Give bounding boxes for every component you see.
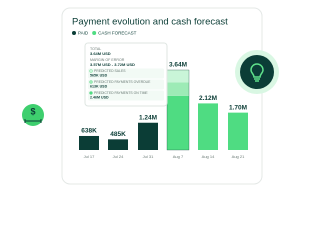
legend-label: PAID	[78, 30, 89, 35]
dollar-glyph: $	[30, 106, 35, 116]
tooltip-swatch	[89, 91, 93, 95]
value-label: 1.70M	[229, 104, 247, 111]
tooltip-margin-label: MARGIN OF ERROR	[90, 58, 125, 62]
tooltip-total-label: TOTAL	[90, 47, 101, 51]
tooltip-item-label: PREDICTED SALES	[94, 69, 126, 73]
chart: Payment evolution and cash forecast TOTA…	[22, 7, 279, 185]
value-label: 2.12M	[199, 95, 217, 102]
bar-segment	[167, 82, 189, 96]
x-tick-label: Aug 14	[202, 154, 215, 159]
bulb-icon	[240, 55, 274, 89]
legend-label: CASH FORECAST	[98, 30, 137, 35]
tooltip-swatch	[89, 80, 93, 84]
value-label: 3.64M	[169, 62, 187, 69]
bar	[108, 139, 128, 150]
value-label: 638K	[81, 128, 97, 135]
tooltip-margin: 3.57M USD - 3.72M USD	[90, 62, 135, 67]
x-tick-label: Jul 17	[84, 154, 95, 159]
bar	[228, 112, 248, 150]
chart-title: Payment evolution and cash forecast	[72, 17, 228, 28]
bar-segment	[167, 95, 189, 150]
tooltip-item-value: 613K USD	[90, 84, 108, 88]
x-tick-label: Aug 7	[173, 154, 184, 159]
bulb-glyph	[250, 63, 264, 82]
tooltip-total: 3.64M USD	[90, 51, 111, 56]
tooltip-item-value: 2.46M USD	[90, 95, 109, 99]
tooltip-row	[88, 68, 164, 79]
bar-segment	[167, 70, 189, 83]
bar	[198, 103, 218, 150]
legend-swatch	[92, 31, 97, 35]
value-label: 1.24M	[139, 114, 157, 121]
tooltip-swatch	[89, 69, 93, 73]
x-tick-label: Aug 21	[232, 154, 245, 159]
legend-swatch	[72, 31, 76, 35]
tooltip-item-label: PREDICTED PAYMENTS ON TIME	[94, 91, 148, 95]
bar	[79, 135, 99, 150]
tooltip-item-value: 565K USD	[90, 73, 108, 77]
value-label: 485K	[110, 131, 126, 138]
x-tick-label: Jul 24	[113, 154, 124, 159]
tooltip-row	[88, 90, 164, 101]
x-tick-label: Jul 31	[143, 154, 154, 159]
bar	[138, 122, 158, 150]
tooltip-item-label: PREDICTED PAYMENTS OVERDUE	[94, 80, 151, 84]
dollar-line	[24, 119, 42, 123]
tooltip-row	[88, 79, 164, 90]
bar-total	[166, 69, 190, 151]
